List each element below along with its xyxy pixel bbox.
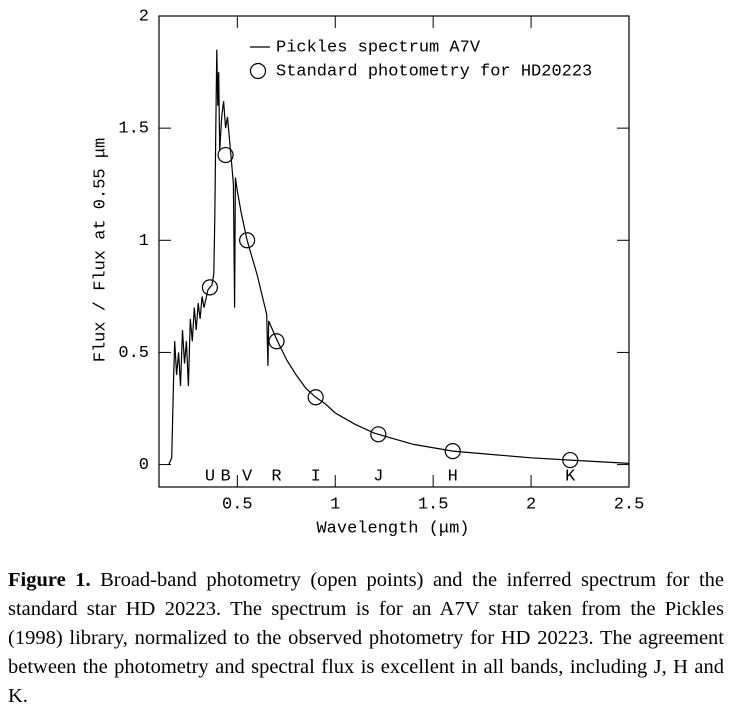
- band-label: R: [271, 467, 281, 486]
- caption-label: Figure 1.: [8, 569, 91, 591]
- y-tick-label: 1: [139, 232, 149, 251]
- x-tick-label: 1.5: [418, 495, 449, 514]
- band-label: H: [448, 467, 458, 486]
- photometry-point: [239, 232, 256, 249]
- photometry-point: [268, 333, 285, 350]
- legend-label: Pickles spectrum A7V: [276, 38, 481, 57]
- band-label: V: [242, 467, 253, 486]
- photometry-point: [307, 389, 324, 406]
- y-tick-label: 0: [139, 456, 149, 475]
- photometry-point: [217, 146, 234, 164]
- caption-text: Broad-band photometry (open points) and …: [8, 569, 725, 707]
- plot-frame: [158, 15, 630, 488]
- legend-label: Standard photometry for HD20223: [276, 62, 592, 81]
- x-tick-label: 1: [330, 495, 340, 514]
- y-tick-label: 1.5: [118, 120, 149, 139]
- band-label: J: [373, 467, 383, 486]
- x-tick-label: 0.5: [222, 495, 253, 514]
- photometry-point: [201, 279, 219, 296]
- photometry-point: [562, 451, 579, 469]
- x-tick-label: 2: [526, 495, 536, 514]
- photometry-point: [444, 443, 461, 460]
- caption: Figure 1. Broad-band photometry (open po…: [8, 566, 724, 711]
- x-axis-label: Wavelength (μm): [316, 519, 469, 538]
- y-tick-label: 2: [139, 7, 149, 26]
- y-tick-label: 0.5: [118, 344, 149, 363]
- band-label: K: [565, 467, 576, 486]
- spectrum-line: [168, 49, 630, 465]
- legend-marker: [249, 62, 267, 80]
- y-axis-label: Flux / Flux at 0.55 μm: [91, 138, 110, 362]
- x-tick-label: 2.5: [614, 495, 645, 514]
- photometry-point: [370, 426, 387, 443]
- band-label: U: [205, 467, 215, 486]
- band-label: I: [311, 467, 321, 486]
- chart: Wavelength (μm) Flux / Flux at 0.55 μm 0…: [91, 7, 645, 538]
- band-label: B: [220, 467, 230, 486]
